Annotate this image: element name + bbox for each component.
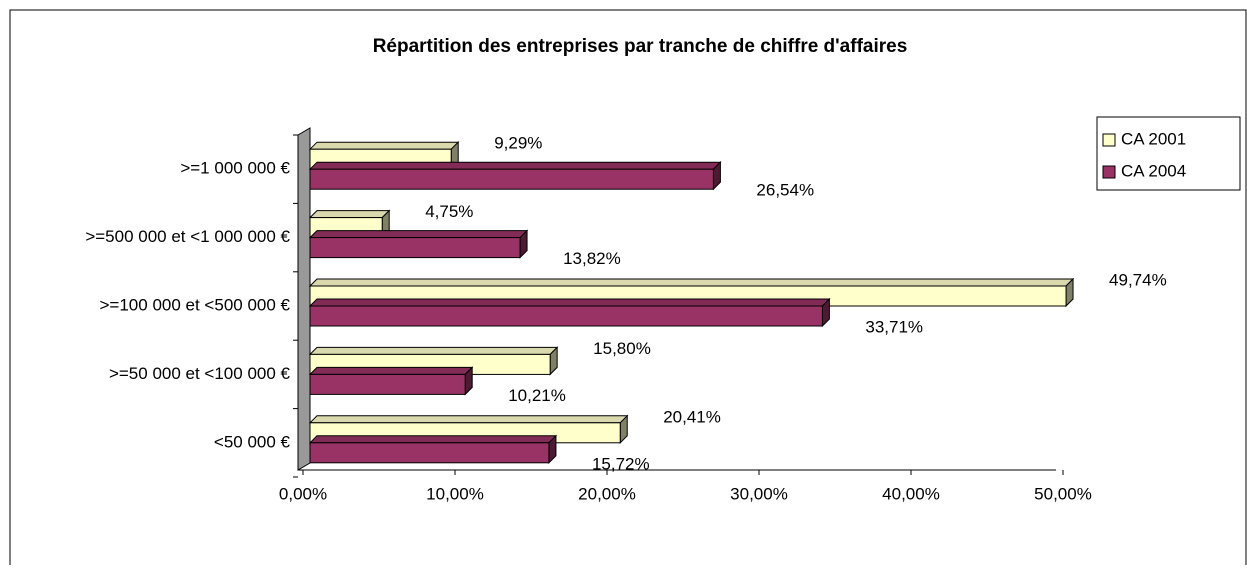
value-label: 26,54% (756, 181, 814, 200)
bar-top (308, 278, 1075, 287)
value-label: 15,72% (592, 454, 650, 473)
legend-swatch (1102, 133, 1116, 147)
y-tick-label: >=500 000 et <1 000 000 € (85, 227, 290, 246)
bar-top (308, 161, 722, 170)
x-tick-label: 30,00% (730, 484, 788, 503)
y-tick-label: <50 000 € (214, 432, 291, 451)
bar-top (308, 346, 559, 355)
bar (309, 237, 521, 259)
value-label: 13,82% (563, 249, 621, 268)
bar (309, 305, 823, 327)
bar-top (308, 141, 460, 150)
x-tick-label: 40,00% (882, 484, 940, 503)
value-label: 15,80% (593, 339, 651, 358)
bar-top (308, 230, 529, 239)
legend-swatch (1102, 165, 1116, 179)
value-label: 20,41% (663, 407, 721, 426)
axis-wall (297, 127, 311, 471)
bar-top (308, 435, 558, 444)
value-label: 10,21% (508, 386, 566, 405)
x-tick-label: 50,00% (1034, 484, 1092, 503)
bar-top (308, 210, 391, 219)
y-tick-label: >=100 000 et <500 000 € (100, 295, 291, 314)
bar-top (308, 415, 629, 424)
chart-title: Répartition des entreprises par tranche … (373, 36, 908, 57)
y-tick-label: >=50 000 et <100 000 € (109, 364, 291, 383)
value-label: 4,75% (425, 202, 473, 221)
bar-top (308, 366, 474, 375)
value-label: 9,29% (494, 134, 542, 153)
bar (309, 373, 466, 395)
legend-label: CA 2004 (1121, 161, 1186, 180)
legend-label: CA 2001 (1121, 129, 1186, 148)
x-tick-label: 20,00% (578, 484, 636, 503)
bar-top (308, 298, 831, 307)
value-label: 33,71% (865, 317, 923, 336)
y-tick-label: >=1 000 000 € (180, 159, 290, 178)
x-tick-label: 0,00% (279, 484, 327, 503)
x-tick-label: 10,00% (426, 484, 484, 503)
bar (309, 168, 714, 190)
legend (1096, 116, 1241, 191)
value-label: 49,74% (1109, 270, 1167, 289)
bar (309, 442, 550, 464)
